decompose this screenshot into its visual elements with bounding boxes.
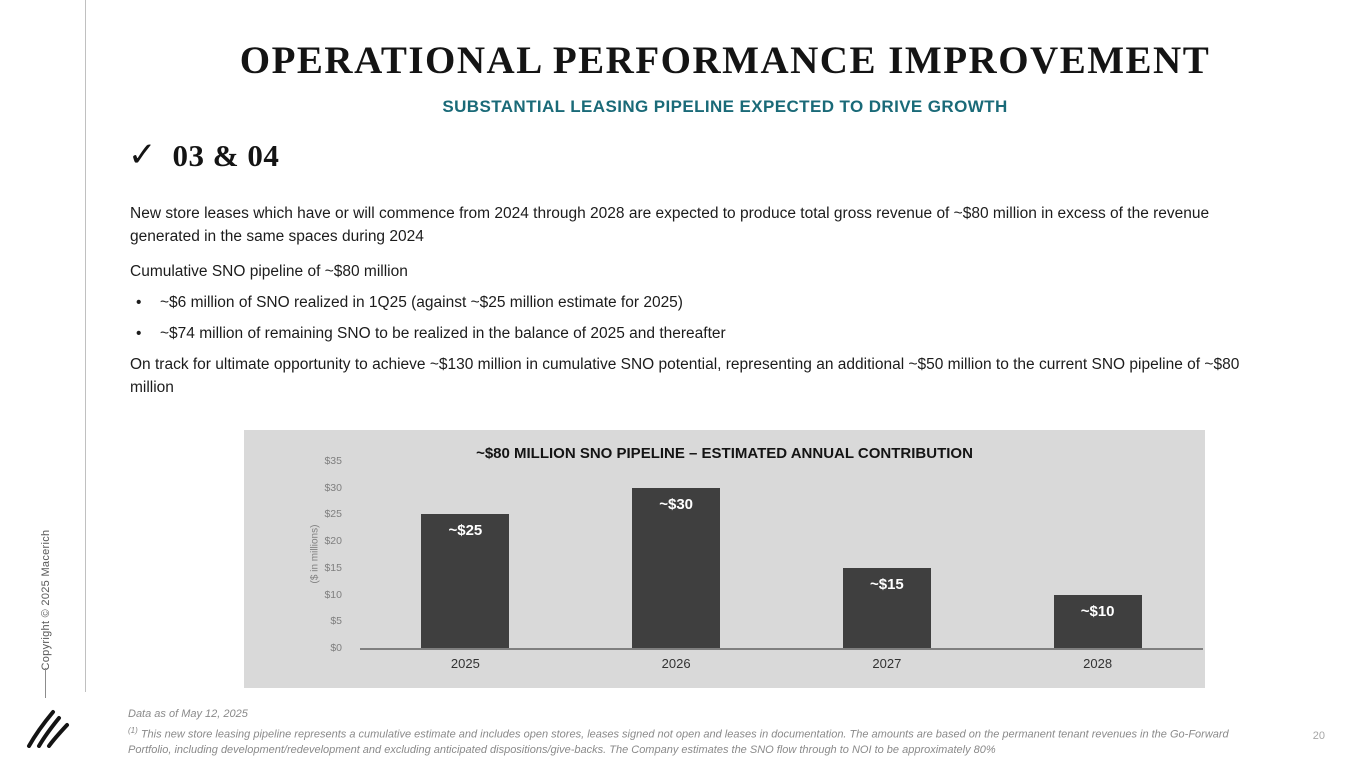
y-tick-label: $0 bbox=[330, 642, 342, 654]
bar-2025: ~$25 bbox=[421, 514, 510, 648]
footnote-marker: (1) bbox=[128, 726, 138, 735]
x-axis-label: 2025 bbox=[450, 656, 480, 671]
chart-y-ticks: $35 $30 $25 $20 $15 $10 $5 $0 bbox=[244, 455, 350, 654]
x-axis-label: 2027 bbox=[872, 656, 902, 671]
y-tick-label: $30 bbox=[324, 481, 342, 494]
bullet-icon: • bbox=[136, 325, 142, 342]
y-tick-label: $10 bbox=[324, 588, 342, 601]
bar-slot: ~$25 bbox=[360, 461, 571, 648]
bar-2026: ~$30 bbox=[632, 487, 721, 648]
copyright-vertical-text: Copyright © 2025 Macerich bbox=[40, 529, 52, 671]
bar-value-label: ~$30 bbox=[659, 495, 694, 513]
x-axis-label: 2028 bbox=[1083, 656, 1113, 671]
bar-slot: ~$10 bbox=[992, 461, 1203, 648]
body-copy: New store leases which have or will comm… bbox=[130, 202, 1248, 411]
y-tick-label: $5 bbox=[330, 615, 342, 628]
macerich-logo-icon bbox=[26, 706, 72, 753]
y-tick-label: $20 bbox=[324, 535, 342, 548]
data-as-of-note: Data as of May 12, 2025 bbox=[128, 708, 248, 720]
bullet-text: ~$74 million of remaining SNO to be real… bbox=[160, 325, 726, 342]
footer: Data as of May 12, 2025 (1) This new sto… bbox=[128, 707, 1243, 758]
footnote-text: This new store leasing pipeline represen… bbox=[128, 728, 1229, 756]
y-tick-label: $15 bbox=[324, 561, 342, 574]
header: OPERATIONAL PERFORMANCE IMPROVEMENT SUBS… bbox=[85, 38, 1365, 117]
y-tick-label: $35 bbox=[324, 455, 342, 467]
chart-x-labels: 2025 2026 2027 2028 bbox=[360, 656, 1203, 671]
bar-2027: ~$15 bbox=[842, 567, 931, 648]
section-label: 03 & 04 bbox=[172, 138, 280, 173]
bar-2028: ~$10 bbox=[1053, 594, 1142, 648]
x-axis-label: 2026 bbox=[661, 656, 691, 671]
chart-title: ~$80 MILLION SNO PIPELINE – ESTIMATED AN… bbox=[476, 445, 973, 462]
section-heading: ✓ 03 & 04 bbox=[128, 138, 279, 174]
paragraph-sno-pipeline: Cumulative SNO pipeline of ~$80 million bbox=[130, 263, 408, 280]
paragraph-ultimate-opportunity: On track for ultimate opportunity to ach… bbox=[130, 356, 1240, 396]
checkmark-icon: ✓ bbox=[128, 135, 157, 175]
bar-value-label: ~$15 bbox=[869, 575, 904, 593]
bar-slot: ~$15 bbox=[782, 461, 993, 648]
sno-pipeline-chart: ~$80 MILLION SNO PIPELINE – ESTIMATED AN… bbox=[244, 430, 1205, 688]
bullet-icon: • bbox=[136, 294, 142, 311]
bar-value-label: ~$10 bbox=[1080, 602, 1115, 620]
list-item: • ~$6 million of SNO realized in 1Q25 (a… bbox=[130, 291, 1248, 314]
left-divider bbox=[85, 0, 86, 692]
copyright-divider bbox=[45, 668, 46, 698]
footnote: (1) This new store leasing pipeline repr… bbox=[128, 723, 1243, 758]
list-item: • ~$74 million of remaining SNO to be re… bbox=[130, 322, 1248, 345]
page-number: 20 bbox=[1312, 730, 1325, 742]
chart-bars: ~$25 ~$30 ~$15 ~$10 bbox=[360, 461, 1203, 650]
bar-value-label: ~$25 bbox=[448, 522, 483, 540]
page-subtitle: SUBSTANTIAL LEASING PIPELINE EXPECTED TO… bbox=[442, 97, 1008, 116]
bullet-text: ~$6 million of SNO realized in 1Q25 (aga… bbox=[160, 294, 683, 311]
bar-slot: ~$30 bbox=[571, 461, 782, 648]
y-tick-label: $25 bbox=[324, 508, 342, 521]
paragraph-gross-revenue: New store leases which have or will comm… bbox=[130, 205, 1210, 245]
page-title: OPERATIONAL PERFORMANCE IMPROVEMENT bbox=[239, 39, 1211, 82]
